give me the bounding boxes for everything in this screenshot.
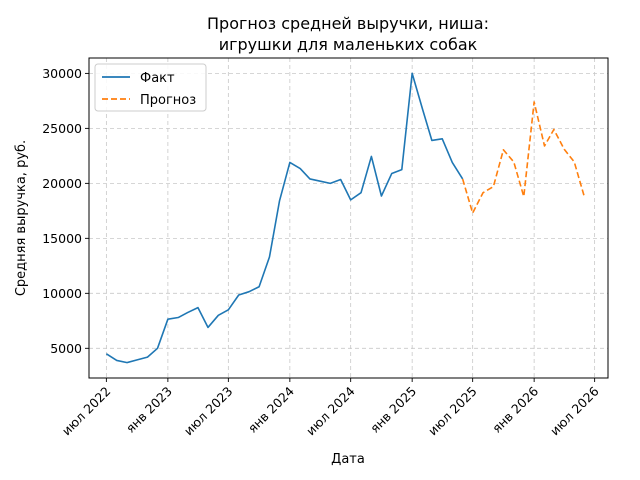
y-tick-label: 30000 — [42, 66, 82, 81]
x-tick-label: июл 2024 — [303, 383, 358, 438]
legend-label-fact: Факт — [140, 71, 175, 86]
x-tick-label: июл 2025 — [425, 384, 480, 439]
grid — [89, 58, 608, 378]
x-tick-label: янв 2026 — [489, 383, 541, 435]
x-tick-label: июл 2023 — [181, 384, 236, 439]
legend-label-forecast: Прогноз — [140, 93, 196, 108]
series-line-forecast — [461, 101, 586, 214]
chart-title-line-2: игрушки для маленьких собак — [219, 35, 478, 54]
y-axis: 5000 10000 15000 20000 25000 30000 — [42, 66, 89, 356]
x-axis-label: Дата — [331, 452, 365, 467]
series-layer — [105, 72, 586, 364]
y-tick-label: 10000 — [42, 286, 82, 301]
y-tick-label: 15000 — [42, 231, 82, 246]
x-tick-label: янв 2024 — [245, 383, 297, 435]
x-tick-label: янв 2025 — [367, 384, 419, 436]
y-tick-label: 5000 — [50, 341, 82, 356]
plot-frame — [88, 57, 609, 379]
chart-title-line-1: Прогноз средней выручки, ниша: — [207, 14, 489, 33]
x-axis: июл 2022 янв 2023 июл 2023 янв 2024 июл 2024… — [59, 378, 602, 438]
y-tick-label: 20000 — [42, 176, 82, 191]
x-tick-label: янв 2023 — [123, 384, 175, 436]
x-tick-label: июл 2026 — [547, 383, 602, 438]
series-line-fact — [105, 72, 464, 364]
y-axis-label: Средняя выручка, руб. — [14, 140, 29, 296]
legend: Факт Прогноз — [94, 63, 207, 112]
y-tick-label: 25000 — [42, 121, 82, 136]
x-tick-label: июл 2022 — [59, 384, 114, 439]
